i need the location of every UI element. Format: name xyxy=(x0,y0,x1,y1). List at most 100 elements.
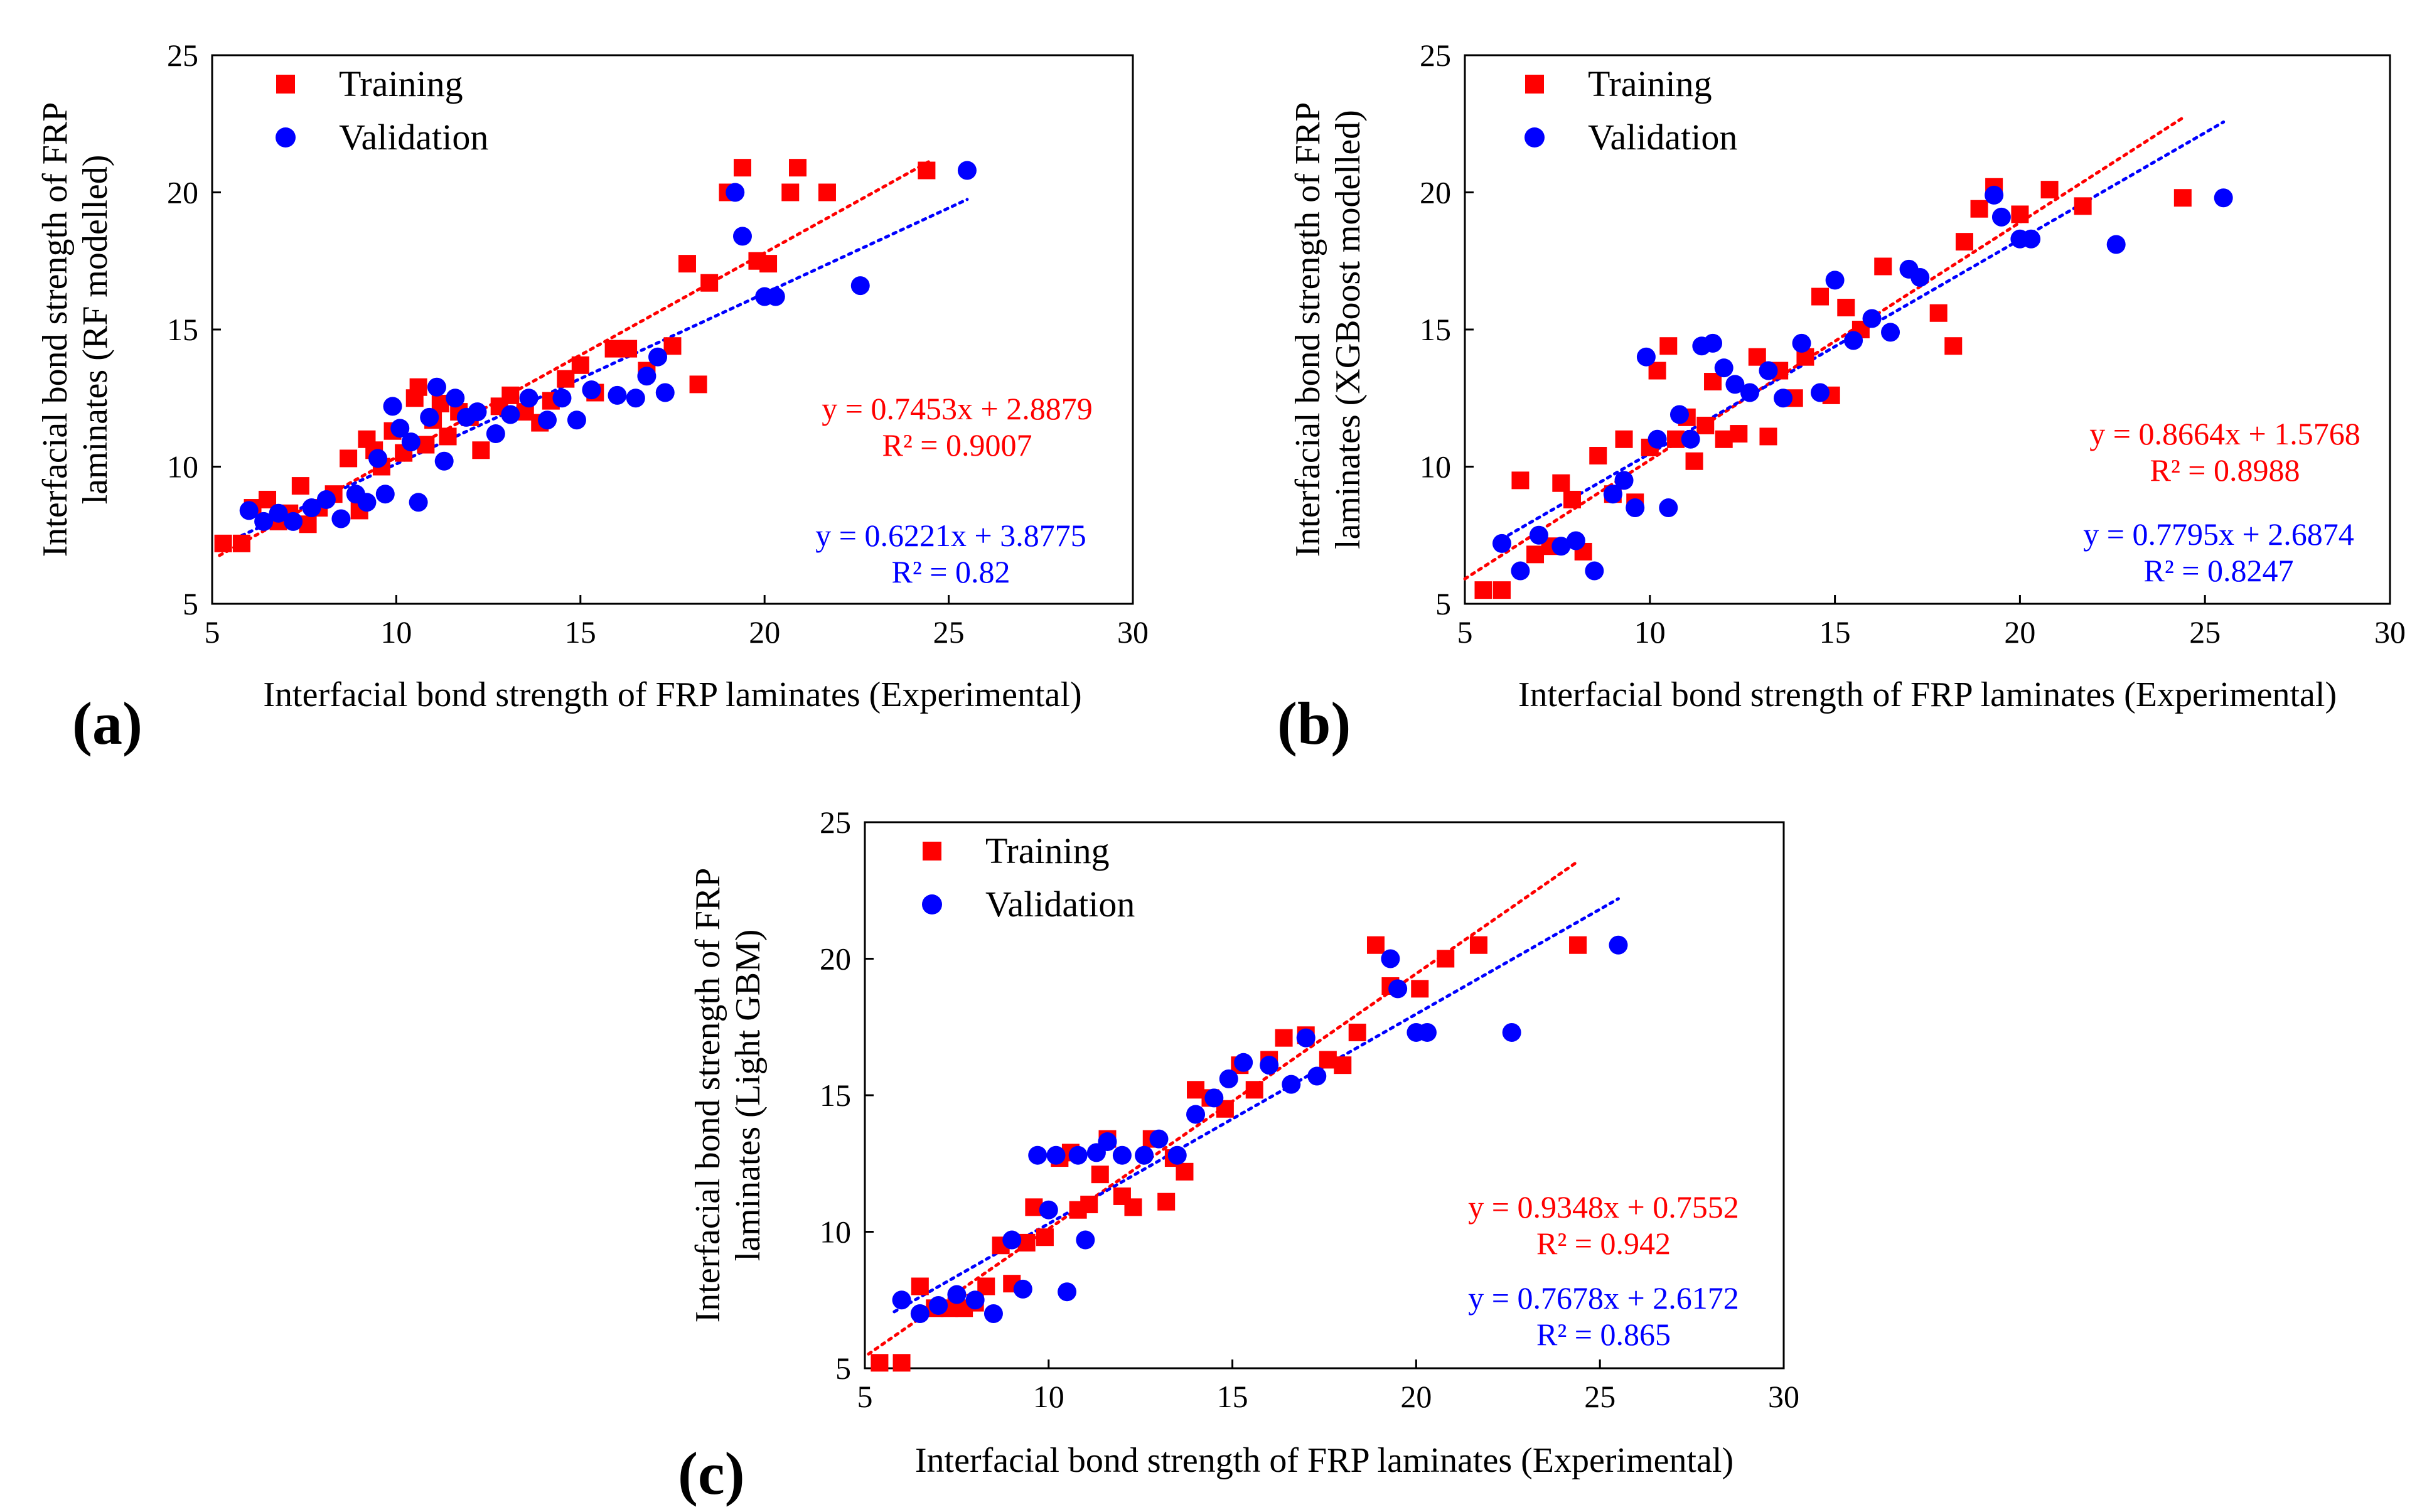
data-point-training xyxy=(1511,471,1530,490)
data-point-validation xyxy=(1991,207,2011,227)
data-point-training xyxy=(1955,233,1973,251)
data-point-validation xyxy=(1636,347,1656,367)
x-tick-label: 30 xyxy=(1117,614,1149,650)
series-validation xyxy=(239,161,977,531)
data-point-validation xyxy=(501,405,520,424)
data-point-validation xyxy=(1296,1028,1315,1048)
data-point-validation xyxy=(331,509,351,528)
data-point-training xyxy=(1811,287,1830,306)
panel-label: (c) xyxy=(678,1440,745,1507)
y-tick-label: 25 xyxy=(1420,38,1451,73)
legend: Training Validation xyxy=(922,830,1135,925)
data-point-training xyxy=(571,356,589,374)
data-point-training xyxy=(1492,581,1511,599)
data-point-training xyxy=(604,340,623,358)
data-point-validation xyxy=(1511,561,1530,581)
data-point-training xyxy=(2040,181,2059,199)
y-tick-label: 15 xyxy=(1420,312,1451,347)
data-point-validation xyxy=(1759,361,1778,380)
data-point-validation xyxy=(1204,1088,1224,1108)
x-tick-label: 25 xyxy=(1584,1379,1616,1414)
x-tick-label: 15 xyxy=(1819,614,1851,650)
data-point-validation xyxy=(1492,533,1511,553)
x-axis-label: Interfacial bond strength of FRP laminat… xyxy=(915,1441,1733,1480)
data-point-validation xyxy=(1068,1145,1088,1165)
legend-validation-marker xyxy=(276,127,296,147)
data-point-training xyxy=(1411,980,1429,998)
data-point-validation xyxy=(1167,1145,1187,1165)
data-point-validation xyxy=(1039,1200,1058,1220)
data-point-training xyxy=(1944,337,1963,355)
data-point-validation xyxy=(655,383,675,402)
data-point-validation xyxy=(1862,309,1882,328)
data-point-training xyxy=(1589,447,1607,465)
data-point-training xyxy=(1874,257,1892,276)
x-tick-label: 30 xyxy=(1768,1379,1799,1414)
data-point-training xyxy=(259,490,277,508)
legend-validation-label: Validation xyxy=(1588,117,1737,158)
data-point-validation xyxy=(1098,1132,1117,1151)
data-point-validation xyxy=(732,227,752,246)
legend-validation-label: Validation xyxy=(985,884,1135,925)
data-point-validation xyxy=(1844,331,1863,350)
data-point-validation xyxy=(637,367,656,386)
x-tick-label: 5 xyxy=(1457,614,1473,650)
training-r-squared: R² = 0.8988 xyxy=(2150,453,2300,488)
data-point-validation xyxy=(316,490,336,509)
validation-r-squared: R² = 0.865 xyxy=(1536,1317,1671,1352)
legend-validation-marker xyxy=(922,894,942,914)
legend: Training Validation xyxy=(276,63,488,158)
x-tick-label: 20 xyxy=(1400,1379,1432,1414)
legend: Training Validation xyxy=(1524,63,1737,158)
x-tick-label: 15 xyxy=(565,614,596,650)
trendline-training xyxy=(1463,116,2185,581)
series-validation xyxy=(892,935,1628,1323)
data-point-training xyxy=(663,337,682,355)
data-point-training xyxy=(1526,545,1545,564)
data-point-validation xyxy=(468,402,487,422)
y-tick-label: 15 xyxy=(167,312,198,347)
legend-validation-marker xyxy=(1524,127,1545,147)
legend-validation-label: Validation xyxy=(339,117,488,158)
data-point-training xyxy=(871,1354,889,1372)
y-axis-label-line-1: Interfacial bond strength of FRP xyxy=(36,102,75,557)
x-tick-label: 5 xyxy=(205,614,220,650)
data-point-training xyxy=(1837,299,1855,317)
data-point-validation xyxy=(608,385,627,405)
data-point-validation xyxy=(302,498,321,518)
data-point-validation xyxy=(519,389,539,408)
data-point-validation xyxy=(401,432,421,452)
data-point-validation xyxy=(1703,333,1723,353)
y-tick-label: 5 xyxy=(835,1351,851,1386)
y-tick-label: 10 xyxy=(820,1214,851,1250)
x-tick-label: 10 xyxy=(380,614,412,650)
chart-panel-1: 5 10 15 20 25 30 5 10 15 20 25 Interfacial bond str… xyxy=(36,38,1149,757)
x-tick-label: 10 xyxy=(1634,614,1666,650)
data-point-training xyxy=(678,255,696,273)
data-point-validation xyxy=(2106,235,2126,254)
data-point-training xyxy=(918,161,936,180)
data-point-validation xyxy=(2022,229,2041,249)
data-point-validation xyxy=(983,1304,1003,1323)
data-point-validation xyxy=(1725,375,1745,394)
data-point-training xyxy=(340,449,358,468)
y-tick-label: 20 xyxy=(820,941,851,977)
data-point-training xyxy=(501,386,520,404)
data-point-training xyxy=(1685,452,1703,470)
data-point-validation xyxy=(1551,537,1571,556)
data-point-validation xyxy=(420,407,439,427)
y-axis-label-line-1: Interfacial bond strength of FRP xyxy=(1289,102,1327,557)
data-point-validation xyxy=(1135,1145,1154,1165)
legend-training-marker xyxy=(923,842,941,861)
chart-panel-2: 5 10 15 20 25 30 5 10 15 20 25 Interfacial bond str… xyxy=(1277,38,2406,757)
y-tick-label: 10 xyxy=(167,449,198,485)
data-point-training xyxy=(1124,1198,1142,1216)
y-axis-label-line-2: laminates (RF modelled) xyxy=(76,155,115,505)
x-tick-label: 20 xyxy=(749,614,780,650)
data-point-validation xyxy=(357,493,377,512)
data-point-training xyxy=(1080,1196,1098,1213)
data-point-validation xyxy=(1234,1053,1253,1072)
data-point-training xyxy=(2011,205,2029,223)
x-tick-label: 15 xyxy=(1217,1379,1248,1414)
y-axis-label-line-2: laminates (Light GBM) xyxy=(729,930,768,1262)
